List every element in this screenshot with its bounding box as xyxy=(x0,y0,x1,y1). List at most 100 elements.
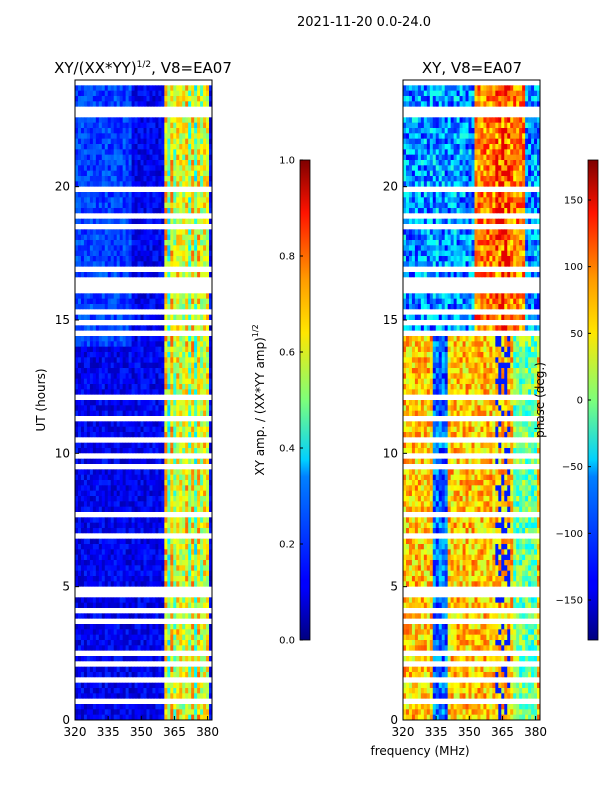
amplitude-cell xyxy=(179,522,183,529)
amplitude-cell xyxy=(143,650,147,657)
amplitude-cell xyxy=(125,608,130,614)
amplitude-cell xyxy=(128,426,132,433)
amplitude-cell xyxy=(161,229,165,236)
amplitude-cell xyxy=(75,394,79,401)
amplitude-cell xyxy=(95,336,100,342)
amplitude-cell xyxy=(194,309,198,316)
amplitude-cell xyxy=(116,480,121,486)
amplitude-cell xyxy=(200,490,204,497)
amplitude-cell xyxy=(116,368,121,374)
amplitude-cell xyxy=(155,373,159,380)
amplitude-cell xyxy=(75,437,79,444)
amplitude-cell xyxy=(173,480,177,486)
amplitude-cell xyxy=(83,80,88,86)
amplitude-cell xyxy=(119,197,124,204)
amplitude-cell xyxy=(75,160,79,166)
amplitude-cell xyxy=(191,496,195,502)
amplitude-cell xyxy=(179,192,183,198)
amplitude-cell xyxy=(122,378,127,385)
amplitude-cell xyxy=(128,640,132,646)
amplitude-cell xyxy=(92,282,97,289)
amplitude-cell xyxy=(209,618,213,625)
amplitude-cell xyxy=(167,586,171,593)
amplitude-cell xyxy=(98,325,103,332)
amplitude-cell xyxy=(155,352,159,358)
amplitude-cell xyxy=(164,565,168,572)
amplitude-cell xyxy=(98,656,103,662)
amplitude-cell xyxy=(200,485,204,492)
amplitude-cell xyxy=(185,384,189,390)
amplitude-cell xyxy=(101,240,106,246)
amplitude-cell xyxy=(137,90,141,97)
amplitude-cell xyxy=(161,325,165,332)
amplitude-cell xyxy=(122,186,127,193)
amplitude-cell xyxy=(176,544,180,550)
amplitude-cell xyxy=(119,597,124,604)
amplitude-cell xyxy=(206,581,210,588)
amplitude-cell xyxy=(170,586,174,593)
amplitude-cell xyxy=(146,458,150,465)
amplitude-cell xyxy=(104,629,109,636)
amplitude-cell xyxy=(110,576,115,582)
amplitude-cell xyxy=(206,522,210,529)
amplitude-cell xyxy=(194,597,198,604)
amplitude-cell xyxy=(167,629,171,636)
amplitude-cell xyxy=(101,576,106,582)
amplitude-cell xyxy=(128,170,132,177)
amplitude-cell xyxy=(164,464,168,470)
amplitude-cell xyxy=(197,485,201,492)
amplitude-cell xyxy=(110,224,115,230)
amplitude-cell xyxy=(80,154,85,161)
amplitude-cell xyxy=(173,432,177,438)
amplitude-cell xyxy=(86,85,91,92)
amplitude-cell xyxy=(110,592,115,598)
amplitude-cell xyxy=(98,490,103,497)
amplitude-cell xyxy=(104,346,109,353)
amplitude-cell xyxy=(143,357,147,364)
amplitude-cell xyxy=(143,224,147,230)
amplitude-cell xyxy=(185,544,189,550)
amplitude-cell xyxy=(125,581,130,588)
amplitude-cell xyxy=(200,282,204,289)
amplitude-cell xyxy=(107,133,112,140)
amplitude-cell xyxy=(125,437,130,444)
amplitude-cell xyxy=(119,277,124,284)
amplitude-cell xyxy=(107,389,112,396)
amplitude-cell xyxy=(80,186,85,193)
amplitude-cell xyxy=(131,85,135,92)
amplitude-cell xyxy=(158,544,162,550)
amplitude-cell xyxy=(122,181,127,188)
amplitude-cell xyxy=(170,282,174,289)
amplitude-cell xyxy=(194,442,198,449)
amplitude-cell xyxy=(161,640,165,646)
amplitude-cell xyxy=(86,597,91,604)
amplitude-cell xyxy=(128,469,132,476)
amplitude-cell xyxy=(89,421,94,428)
amplitude-cell xyxy=(182,346,186,353)
amplitude-cell xyxy=(89,570,94,577)
amplitude-cell xyxy=(116,469,121,476)
amplitude-cell xyxy=(182,336,186,342)
amplitude-cell xyxy=(170,394,174,401)
amplitude-cell xyxy=(125,592,130,598)
amplitude-cell xyxy=(167,538,171,545)
amplitude-cell xyxy=(164,410,168,417)
amplitude-cell xyxy=(128,90,132,97)
amplitude-cell xyxy=(170,218,174,225)
amplitude-cell xyxy=(188,650,192,657)
amplitude-cell xyxy=(170,117,174,124)
amplitude-cell xyxy=(197,309,201,316)
amplitude-cell xyxy=(176,650,180,657)
amplitude-cell xyxy=(143,645,147,652)
amplitude-cell xyxy=(161,90,165,97)
amplitude-cell xyxy=(185,256,189,262)
amplitude-cell xyxy=(170,325,174,332)
amplitude-cell xyxy=(164,165,168,172)
amplitude-cell xyxy=(143,90,147,97)
amplitude-cell xyxy=(98,533,103,540)
amplitude-cell xyxy=(143,394,147,401)
amplitude-cell xyxy=(182,538,186,545)
amplitude-cell xyxy=(206,517,210,524)
amplitude-cell xyxy=(164,208,168,214)
